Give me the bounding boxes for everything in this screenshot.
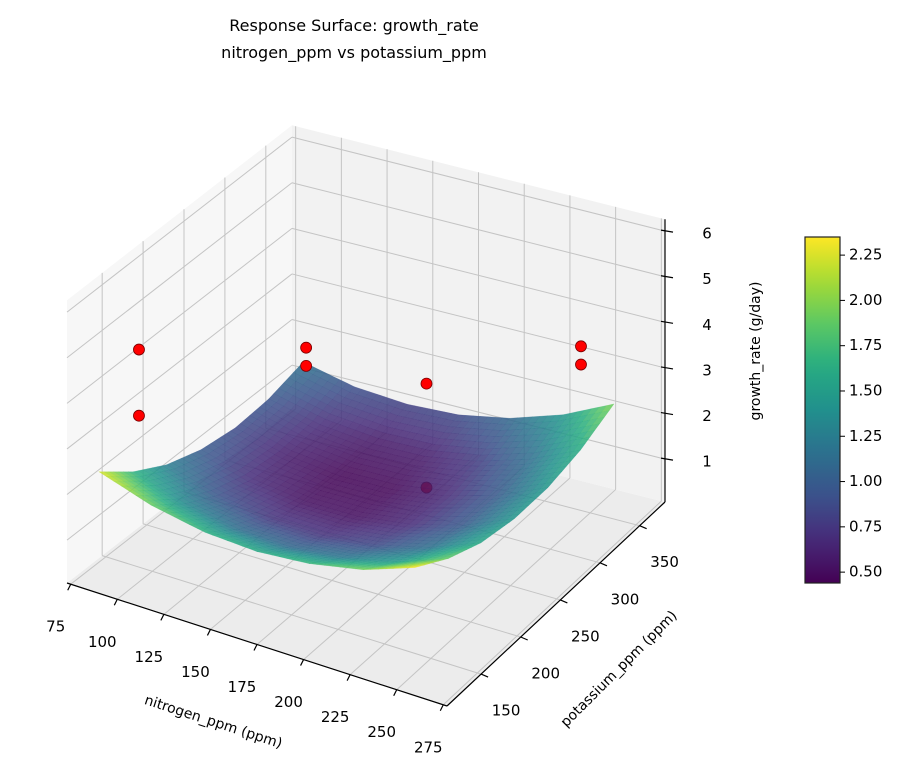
x-tick [67, 583, 72, 591]
gridline-z [66, 227, 293, 404]
colorbar-tick-label: 2.00 [849, 291, 882, 309]
x-tick-label: 175 [228, 678, 257, 696]
x-tick-label: 100 [88, 633, 117, 651]
y-tick-label: 250 [571, 627, 600, 645]
y-tick [599, 562, 608, 567]
y-tick [639, 525, 647, 530]
gridline-z [291, 227, 666, 323]
x-tick-label: 275 [414, 738, 443, 756]
gridline-z [291, 319, 666, 415]
surface-mesh [98, 361, 615, 571]
y-tick-label: 350 [650, 553, 679, 571]
x-tick-label: 150 [181, 663, 210, 681]
y-tick-label: 200 [531, 665, 560, 683]
colorbar-tick-label: 2.25 [849, 246, 882, 264]
gridline-y [142, 523, 521, 638]
colorbar-tick-label: 0.75 [849, 517, 882, 535]
z-axis-label: growth_rate (g/day) [748, 282, 764, 421]
gridline-z [66, 364, 293, 541]
colorbar-tick-label: 1.50 [849, 381, 882, 399]
left-wall-pane [67, 125, 292, 584]
x-tick-label: 225 [321, 708, 350, 726]
z-tick [660, 275, 674, 279]
y-tick [520, 636, 528, 641]
y-tick [480, 673, 489, 678]
gridline-x [349, 477, 571, 676]
x-tick [160, 614, 165, 621]
z-tick-label: 5 [702, 270, 712, 288]
scatter-points [133, 340, 587, 422]
gridline-z [291, 364, 666, 460]
x-tick [300, 659, 305, 666]
x-tick-label: 75 [46, 618, 65, 636]
colorbar-tick-label: 0.50 [849, 563, 882, 581]
y-axis-line [446, 501, 666, 707]
z-tick-label: 6 [702, 225, 712, 243]
colorbar-tick-label: 1.25 [849, 427, 882, 445]
chart-title-line-2: nitrogen_ppm vs potassium_ppm [221, 43, 487, 63]
chart-title-line-1: Response Surface: growth_rate [229, 16, 479, 36]
colorbar-gradient [804, 236, 841, 584]
scatter-point [575, 358, 587, 371]
scatter-point [300, 360, 313, 372]
y-tick [560, 599, 568, 604]
x-tick [113, 599, 118, 606]
x-tick [253, 644, 258, 651]
z-tick-label: 1 [702, 453, 712, 471]
colorbar-tick-label: 1.00 [849, 472, 882, 490]
scatter-point [133, 343, 145, 356]
gridline-x [442, 500, 662, 706]
gridline-z [66, 182, 293, 359]
x-tick-label: 200 [274, 693, 303, 711]
z-tick [660, 229, 674, 233]
z-tick [660, 366, 674, 370]
z-tick [660, 320, 674, 324]
x-axis-label: nitrogen_ppm (ppm) [142, 692, 284, 752]
z-tick [660, 457, 674, 461]
x-tick [393, 689, 398, 696]
z-tick-label: 4 [702, 316, 712, 334]
gridline-z [291, 273, 666, 369]
z-tick [660, 411, 674, 416]
colorbar-tick-label: 1.75 [849, 336, 882, 354]
gridline-z [66, 319, 293, 495]
gridline-z [66, 136, 293, 313]
scatter-point [420, 377, 433, 390]
scatter-point [575, 340, 587, 353]
scatter-point [133, 409, 145, 422]
x-tick [206, 629, 211, 636]
colorbar: 0.50 0.75 1.00 1.25 1.50 1.75 2.00 2.25 [804, 236, 882, 584]
scatter-point [300, 341, 313, 354]
y-tick-label: 300 [611, 590, 640, 608]
gridline-z [291, 136, 666, 232]
x-tick [439, 704, 444, 712]
x-tick-label: 125 [135, 648, 164, 666]
y-axis-label: potassium_ppm (ppm) [558, 608, 681, 731]
z-tick-label: 3 [702, 361, 712, 379]
axes: 7510012515017520022525027515020025030035… [46, 219, 712, 756]
x-tick [346, 674, 351, 681]
gridline-y [102, 555, 482, 675]
gridline-x [396, 489, 616, 691]
y-tick-label: 150 [492, 702, 521, 720]
gridline-z [66, 273, 293, 450]
surface-patch [407, 566, 420, 569]
z-tick-label: 2 [702, 407, 712, 425]
x-tick-label: 250 [367, 723, 396, 741]
gridline-z [291, 182, 666, 278]
